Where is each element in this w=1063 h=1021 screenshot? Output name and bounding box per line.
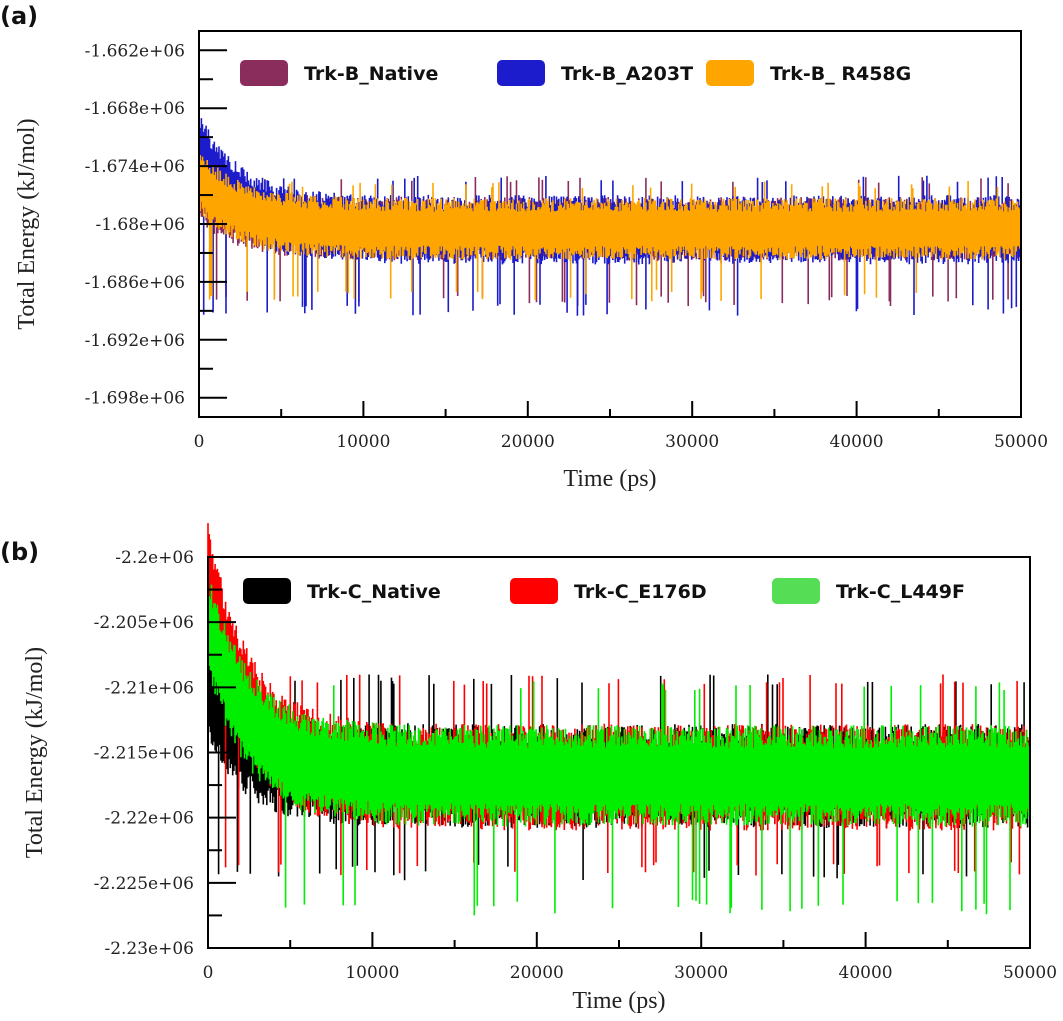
panel-a: (a) -1.662e+06 -1.668e+06 -1.674e+06 -1.68e+… xyxy=(0,2,1048,492)
y-tick-label: -1.674e+06 xyxy=(85,157,185,177)
panel-b: (b) -2.2e+06 -2.205e+06 -2.21e+06 -2.215e+06… xyxy=(0,523,1057,1014)
y-tick-label: -2.205e+06 xyxy=(94,613,194,633)
legend-swatch xyxy=(497,60,545,86)
x-tick-label: 50000 xyxy=(994,432,1048,452)
legend-swatch xyxy=(510,578,558,604)
y-tick-label: -1.698e+06 xyxy=(85,389,185,409)
y-tick-label: -2.225e+06 xyxy=(94,874,194,894)
x-axis-label: Time (ps) xyxy=(572,988,665,1014)
y-tick-label: -1.662e+06 xyxy=(85,41,185,61)
x-tick-label: 10000 xyxy=(336,432,390,452)
x-tick-label: 40000 xyxy=(830,432,884,452)
x-tick-label: 10000 xyxy=(345,963,399,983)
x-tick-label: 0 xyxy=(194,432,205,452)
x-tick-label: 30000 xyxy=(674,963,728,983)
legend-label: Trk-C_Native xyxy=(307,581,441,603)
y-tick-label: -1.692e+06 xyxy=(85,331,185,351)
legend-label: Trk-C_E176D xyxy=(574,581,707,603)
x-tick-label: 50000 xyxy=(1003,963,1057,983)
legend-label: Trk-C_L449F xyxy=(836,581,965,603)
x-tick-label: 20000 xyxy=(510,963,564,983)
legend-swatch xyxy=(240,60,288,86)
legend-swatch xyxy=(243,578,291,604)
y-axis-label: Total Energy (kJ/mol) xyxy=(14,118,40,329)
y-tick-label: -1.686e+06 xyxy=(85,273,185,293)
x-tick-label: 40000 xyxy=(839,963,893,983)
legend-label: Trk-B_ R458G xyxy=(770,63,911,85)
y-tick-label: -2.22e+06 xyxy=(104,809,194,829)
legend-label: Trk-B_Native xyxy=(304,63,438,85)
x-tick-label: 20000 xyxy=(501,432,555,452)
y-tick-label: -2.215e+06 xyxy=(94,744,194,764)
y-tick-label: -2.21e+06 xyxy=(104,678,194,698)
y-axis-label: Total Energy (kJ/mol) xyxy=(22,647,48,858)
y-tick-label: -2.23e+06 xyxy=(104,939,194,959)
y-tick-label: -1.68e+06 xyxy=(95,215,185,235)
y-tick-label: -2.2e+06 xyxy=(115,548,194,568)
legend-swatch xyxy=(772,578,820,604)
y-tick-label: -1.668e+06 xyxy=(85,99,185,119)
x-tick-label: 0 xyxy=(203,963,214,983)
legend-label: Trk-B_A203T xyxy=(561,63,693,85)
panel-label: (a) xyxy=(0,2,38,30)
x-axis-label: Time (ps) xyxy=(563,466,656,492)
x-tick-label: 30000 xyxy=(665,432,719,452)
legend-swatch xyxy=(706,60,754,86)
panel-label: (b) xyxy=(0,538,39,566)
series-trace-trk-c-l449f xyxy=(207,571,1031,916)
